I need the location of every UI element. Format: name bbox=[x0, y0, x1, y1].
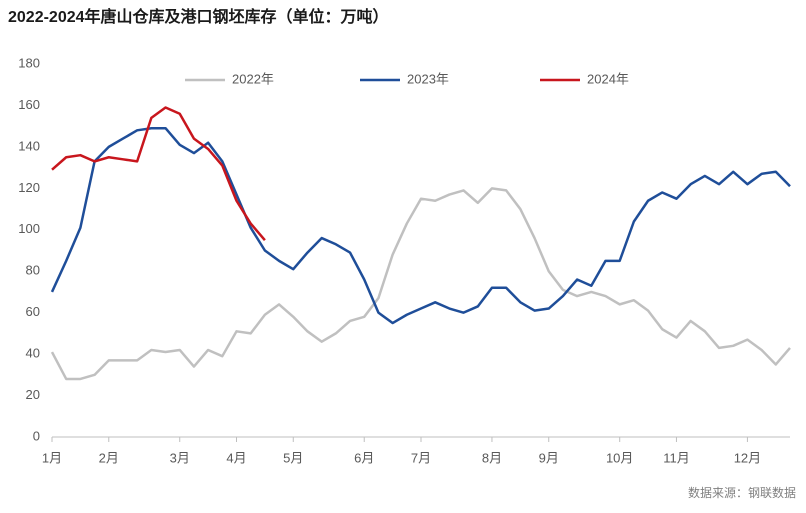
source: 数据来源：钢联数据 bbox=[688, 485, 796, 500]
y-tick-label: 80 bbox=[26, 263, 40, 278]
x-tick-label: 2月 bbox=[99, 450, 119, 465]
y-tick-label: 0 bbox=[33, 428, 40, 443]
x-tick-label: 8月 bbox=[482, 450, 502, 465]
y-tick-label: 60 bbox=[26, 304, 40, 319]
legend-label: 2023年 bbox=[407, 71, 449, 86]
chart-title: 2022-2024年唐山仓库及港口钢坯库存（单位：万吨） bbox=[8, 7, 389, 26]
line-series bbox=[50, 126, 791, 325]
y-tick-label: 20 bbox=[26, 387, 40, 402]
legend-label: 2022年 bbox=[232, 71, 274, 86]
line-series bbox=[51, 106, 266, 241]
x-tick-label: 1月 bbox=[42, 450, 62, 465]
y-tick-label: 180 bbox=[18, 55, 40, 70]
y-tick-label: 140 bbox=[18, 138, 40, 153]
x-tick-label: 6月 bbox=[354, 450, 374, 465]
y-tick-label: 160 bbox=[18, 97, 40, 112]
x-tick-label: 10月 bbox=[606, 450, 633, 465]
x-tick-label: 4月 bbox=[226, 450, 246, 465]
x-tick-label: 5月 bbox=[283, 450, 303, 465]
y-tick-label: 100 bbox=[18, 221, 40, 236]
x-tick-label: 11月 bbox=[663, 450, 690, 465]
y-tick-label: 40 bbox=[26, 346, 40, 361]
x-tick-label: 7月 bbox=[411, 450, 431, 465]
legend-label: 2024年 bbox=[587, 71, 629, 86]
x-tick-label: 12月 bbox=[734, 450, 761, 465]
x-tick-label: 3月 bbox=[170, 450, 190, 465]
x-tick-label: 9月 bbox=[539, 450, 559, 465]
line-series bbox=[50, 187, 791, 381]
y-tick-label: 120 bbox=[18, 180, 40, 195]
